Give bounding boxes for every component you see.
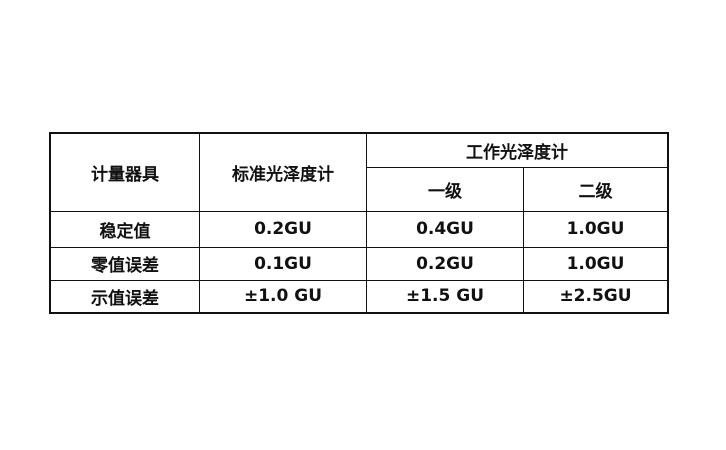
table-row: 示值误差 ±1.0 GU ±1.5 GU ±2.5GU	[49, 279, 669, 314]
cell: ±1.5 GU	[366, 279, 524, 314]
header-grade-2: 二级	[523, 166, 669, 212]
cell: 0.2GU	[199, 210, 367, 248]
cell: 0.4GU	[366, 210, 524, 248]
row-label: 零值误差	[49, 246, 200, 281]
row-label: 稳定值	[49, 210, 200, 248]
cell: 1.0GU	[523, 246, 669, 281]
header-working-gloss-meter: 工作光泽度计	[366, 132, 669, 168]
cell: 0.1GU	[199, 246, 367, 281]
table-row: 稳定值 0.2GU 0.4GU 1.0GU	[49, 210, 669, 248]
cell: 1.0GU	[523, 210, 669, 248]
table-row: 零值误差 0.1GU 0.2GU 1.0GU	[49, 246, 669, 281]
cell: ±2.5GU	[523, 279, 669, 314]
cell: 0.2GU	[366, 246, 524, 281]
header-grade-1: 一级	[366, 166, 524, 212]
cell: ±1.0 GU	[199, 279, 367, 314]
header-standard-gloss-meter: 标准光泽度计	[199, 132, 367, 212]
header-instrument: 计量器具	[49, 132, 200, 212]
row-label: 示值误差	[49, 279, 200, 314]
gloss-meter-spec-table: 计量器具 标准光泽度计 工作光泽度计 一级 二级 稳定值 0.2GU 0.4GU…	[49, 132, 669, 314]
